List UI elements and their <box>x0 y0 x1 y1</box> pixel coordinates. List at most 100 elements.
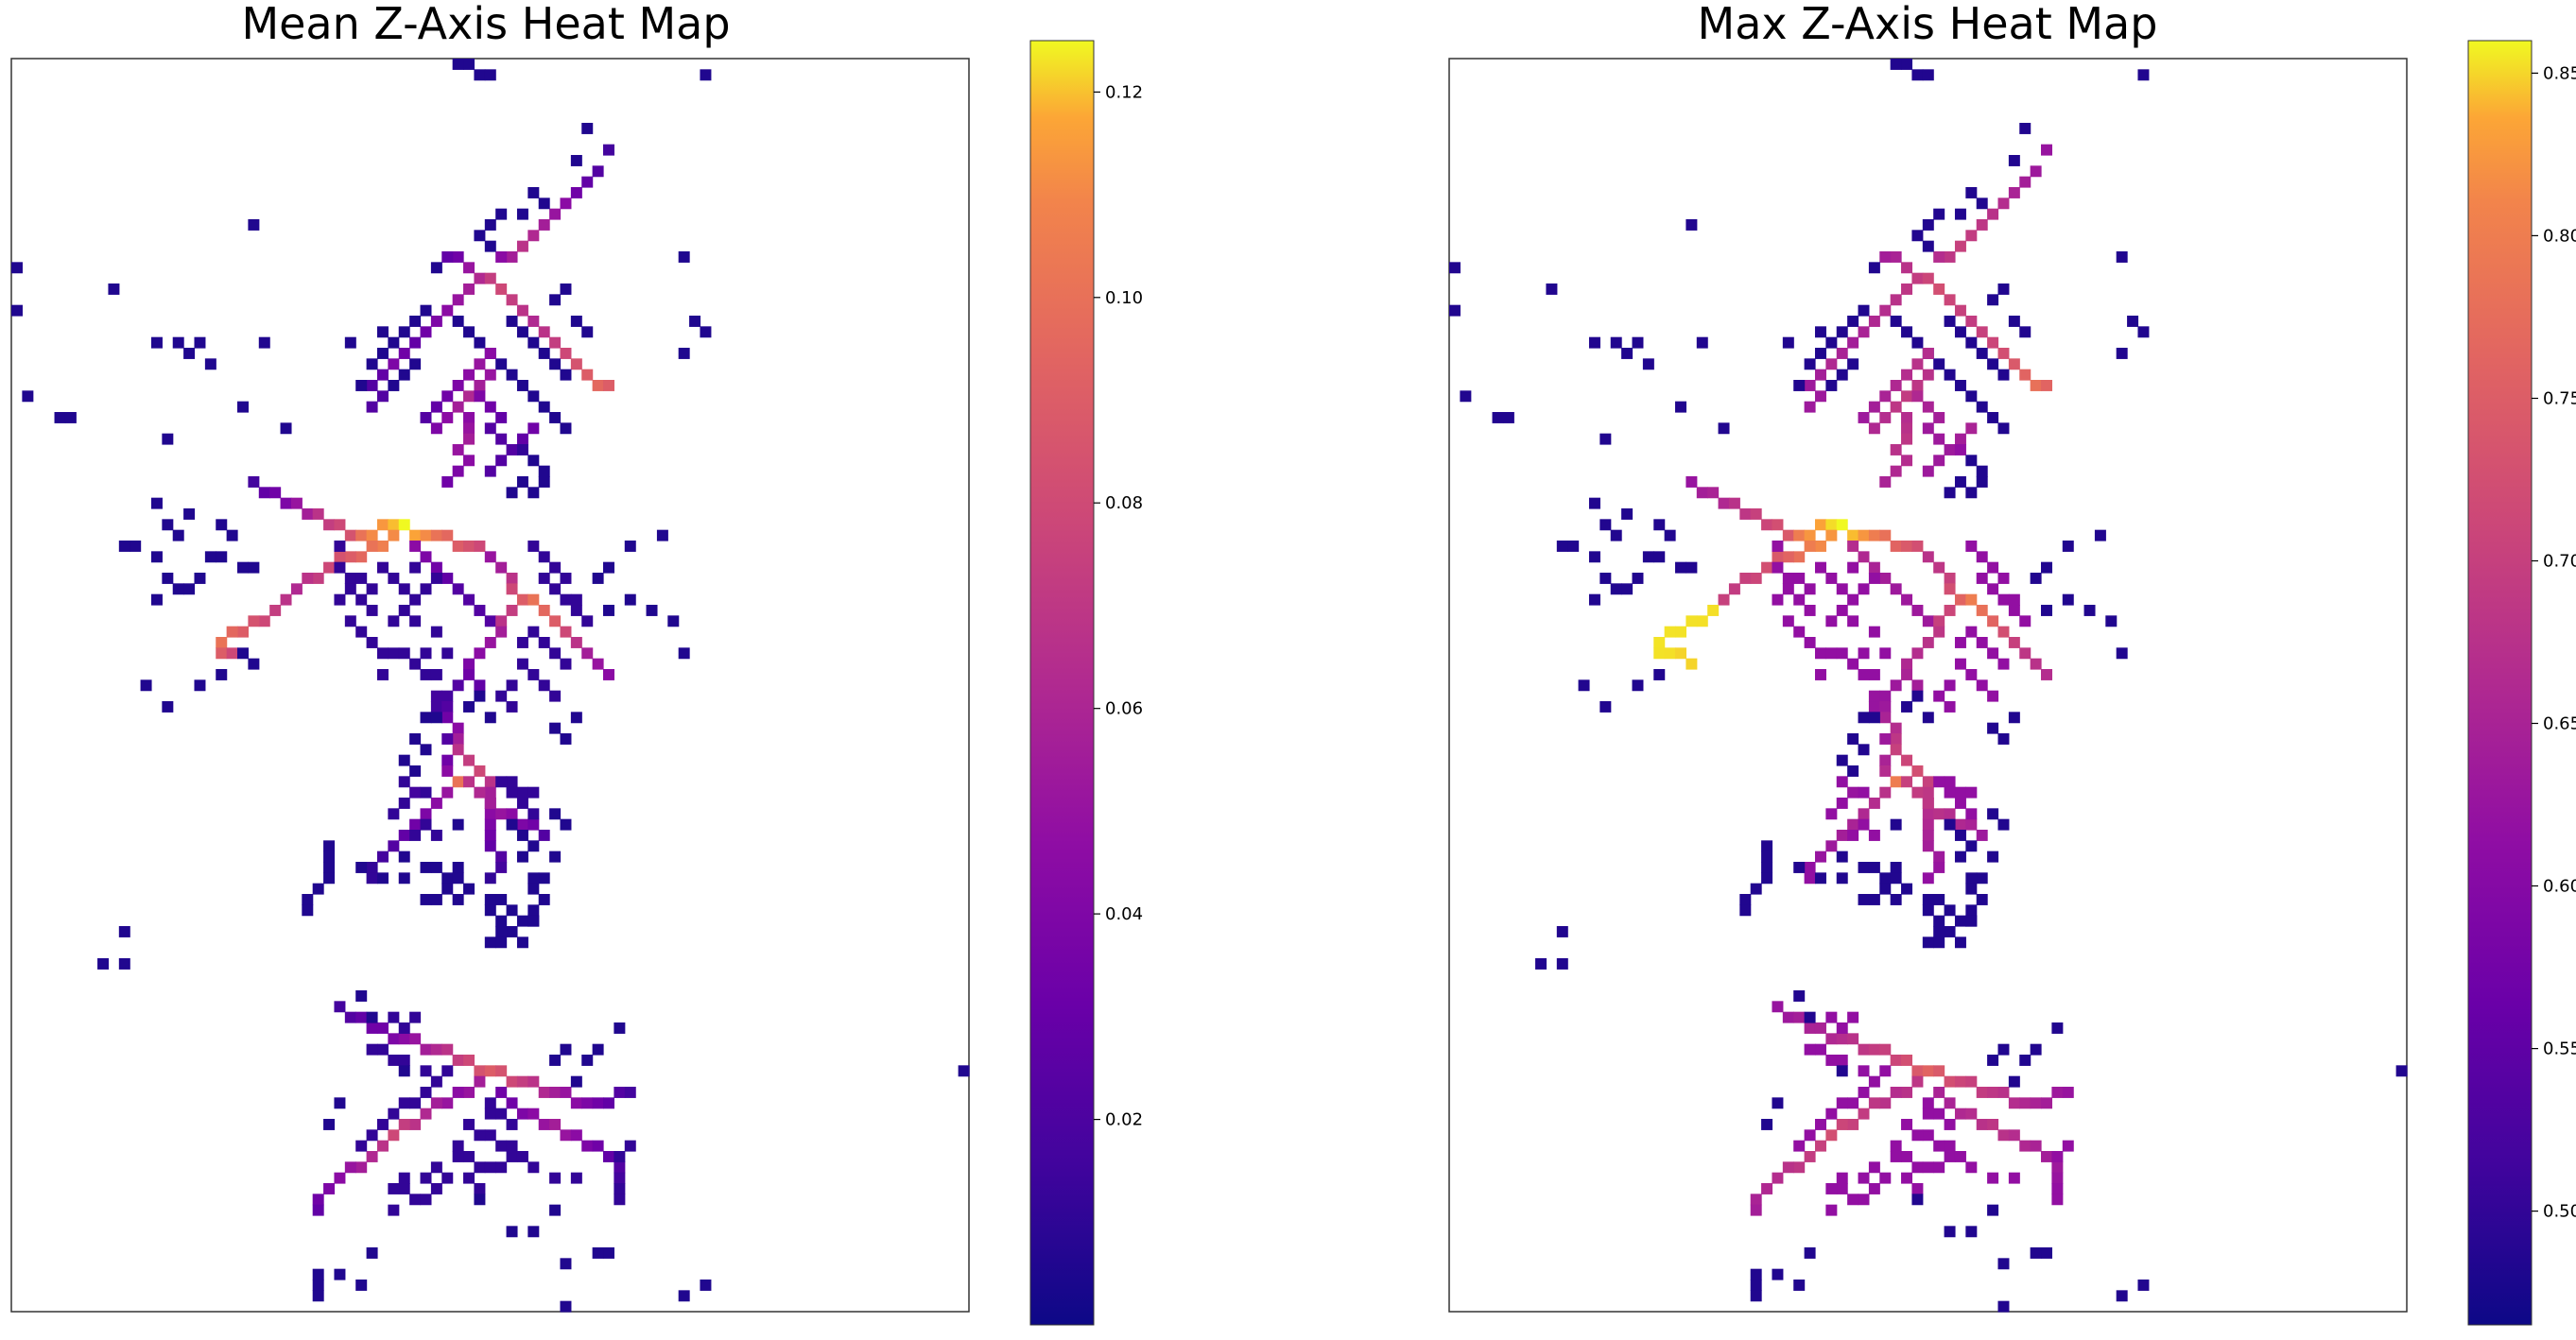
max-heatmap-cell <box>1804 1043 1816 1056</box>
mean-heatmap-cell <box>355 626 368 638</box>
mean-heatmap-cell <box>527 808 540 820</box>
max-heatmap-cell <box>1739 573 1752 584</box>
max-heatmap-cell <box>1847 593 1859 606</box>
mean-heatmap-panel: Mean Z-Axis Heat Map 0.02 0.04 0.06 0.08 0.1… <box>10 0 1143 1326</box>
max-heatmap-cell <box>1858 712 1870 724</box>
max-heatmap-cell <box>1987 1119 1999 1130</box>
mean-heatmap-cell <box>344 336 356 349</box>
mean-heatmap-cell <box>388 1033 400 1045</box>
mean-heatmap-cell <box>398 1172 410 1184</box>
mean-heatmap-cell <box>366 1011 378 1023</box>
mean-heatmap-cell <box>409 1194 422 1206</box>
max-heatmap-cell <box>1901 262 1913 274</box>
max-heatmap-cell <box>1664 647 1676 660</box>
mean-heatmap-cell <box>409 786 422 799</box>
mean-heatmap-cell <box>430 401 442 413</box>
max-heatmap-cell <box>1997 818 2010 831</box>
max-heatmap-cell <box>1793 990 1806 1002</box>
mean-heatmap-cell <box>366 1022 378 1034</box>
mean-heatmap-cell <box>355 1011 368 1023</box>
colorbar-tick-label: 0.10 <box>1105 288 1143 308</box>
max-heatmap-cell <box>1911 647 1924 660</box>
mean-heatmap-cell <box>484 219 496 231</box>
mean-heatmap-cell <box>506 1151 518 1162</box>
mean-heatmap-cell <box>527 840 540 852</box>
mean-heatmap-cell <box>484 422 496 435</box>
max-heatmap-cell <box>2019 123 2031 134</box>
max-heatmap-cell <box>1750 1268 1762 1280</box>
max-heatmap-cell <box>1901 776 1913 788</box>
mean-heatmap-cell <box>452 444 464 455</box>
max-heatmap-cell <box>1868 1097 1880 1109</box>
max-heatmap-cell <box>1804 1011 1816 1023</box>
max-heatmap-cell <box>1814 1043 1826 1056</box>
mean-heatmap-cell <box>570 187 582 198</box>
mean-heatmap-cell <box>474 605 486 616</box>
mean-heatmap-cell <box>452 1140 464 1152</box>
mean-heatmap-cell <box>463 455 475 467</box>
max-heatmap-cell <box>1836 647 1848 660</box>
mean-heatmap-cell <box>388 1204 400 1216</box>
mean-heatmap-cell <box>549 1055 562 1066</box>
mean-heatmap-cell <box>430 561 442 574</box>
max-heatmap-cell <box>1944 487 1956 499</box>
mean-heatmap-cell <box>570 316 582 327</box>
max-heatmap-cell <box>1911 679 1924 692</box>
max-heatmap-cell <box>1621 583 1634 595</box>
max-heatmap-cell <box>1976 637 1988 648</box>
max-heatmap-cell <box>1599 519 1612 531</box>
mean-heatmap-cell <box>527 487 540 499</box>
max-heatmap-cell <box>1911 272 1924 284</box>
mean-heatmap-cell <box>441 701 454 713</box>
mean-heatmap-cell <box>538 476 550 488</box>
mean-heatmap-cell <box>290 497 303 509</box>
mean-heatmap-cell <box>334 1172 346 1184</box>
mean-heatmap-title: Mean Z-Axis Heat Map <box>241 0 730 49</box>
mean-heatmap-cell <box>603 1247 614 1259</box>
max-heatmap-cell <box>1987 722 1999 734</box>
mean-heatmap-cell <box>376 1119 389 1130</box>
mean-heatmap-cell <box>441 712 454 724</box>
mean-heatmap-cell <box>495 283 508 295</box>
max-heatmap-cell <box>1858 551 1870 563</box>
max-heatmap-cell <box>2105 615 2118 627</box>
max-heatmap-cell <box>1804 358 1816 370</box>
max-heatmap-cell <box>2030 1043 2042 1056</box>
mean-heatmap-cell <box>452 679 464 692</box>
mean-heatmap-cell <box>130 541 142 552</box>
max-heatmap-cell <box>1825 1011 1838 1023</box>
mean-heatmap-cell <box>592 165 604 178</box>
mean-heatmap-cell <box>226 529 238 541</box>
max-heatmap-cell <box>1987 647 1999 660</box>
max-heatmap-cell <box>1761 519 1773 531</box>
max-heatmap-cell <box>1804 862 1816 873</box>
mean-heatmap-cell <box>430 894 442 905</box>
max-heatmap-cell <box>1901 658 1913 670</box>
mean-heatmap-cell <box>216 637 228 648</box>
mean-heatmap-cell <box>463 422 475 435</box>
mean-heatmap-cell <box>194 336 206 349</box>
mean-heatmap-cell <box>560 733 572 745</box>
max-heatmap-cell <box>1965 336 1978 349</box>
max-heatmap-cell <box>1588 497 1600 509</box>
max-heatmap-cell <box>2008 712 2020 724</box>
max-heatmap-cell <box>1933 412 1945 423</box>
mean-heatmap-cell <box>216 647 228 660</box>
max-heatmap-cell <box>1804 541 1816 552</box>
mean-heatmap-cell <box>506 808 518 820</box>
mean-heatmap-cell <box>398 583 410 595</box>
max-heatmap-cell <box>1546 283 1558 295</box>
max-heatmap-cell <box>1793 593 1806 606</box>
max-heatmap-cell <box>2395 1065 2408 1077</box>
mean-heatmap-cell <box>506 1226 518 1238</box>
mean-heatmap-cell <box>614 1194 626 1206</box>
mean-heatmap-cell <box>226 626 238 638</box>
max-heatmap-cell <box>1804 380 1816 391</box>
mean-heatmap-cell <box>355 990 368 1002</box>
mean-heatmap-cell <box>527 316 540 327</box>
mean-heatmap-cell <box>527 422 540 435</box>
mean-heatmap-cell <box>452 818 464 831</box>
max-heatmap-cell <box>1847 615 1859 627</box>
max-heatmap-cell <box>1814 1119 1826 1130</box>
mean-heatmap-cell <box>581 1055 594 1066</box>
